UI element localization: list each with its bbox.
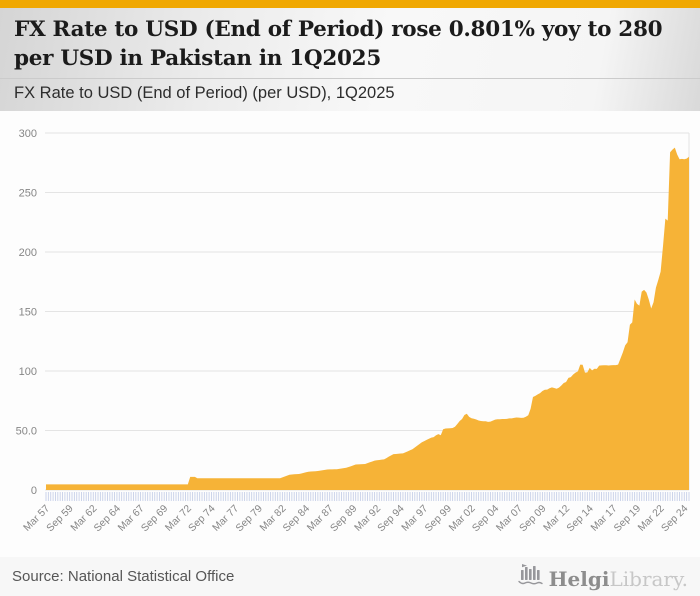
- helgi-library-logo-text: HelgiLibrary.: [549, 569, 688, 589]
- y-tick-label: 200: [19, 247, 37, 259]
- helgi-library-logo-icon: [517, 564, 543, 585]
- chart-header: FX Rate to USD (End of Period) rose 0.80…: [0, 8, 700, 111]
- x-tick-label: Sep 24: [660, 503, 691, 534]
- source-text: Source: National Statistical Office: [12, 568, 235, 585]
- y-tick-label: 150: [19, 307, 37, 319]
- y-tick-label: 100: [19, 366, 37, 378]
- y-tick-label: 0: [31, 485, 37, 497]
- helgi-library-logo: HelgiLibrary.: [517, 564, 688, 589]
- chart-footer: Source: National Statistical Office Helg…: [0, 557, 700, 596]
- chart-subtitle: FX Rate to USD (End of Period) (per USD)…: [0, 78, 700, 103]
- accent-top-bar: [0, 0, 700, 8]
- y-tick-label: 50.0: [16, 426, 37, 438]
- chart-area: 0 50.0 100 150 200 250 300 Mar 57 Sep 59 Mar 62 Se…: [0, 111, 700, 557]
- y-tick-label: 300: [19, 128, 37, 140]
- area-series: [46, 147, 689, 490]
- logo-helgi-label: Helgi: [548, 567, 610, 591]
- page-title: FX Rate to USD (End of Period) rose 0.80…: [14, 17, 663, 71]
- y-tick-label: 250: [19, 188, 37, 200]
- logo-library-label: Library.: [609, 567, 688, 591]
